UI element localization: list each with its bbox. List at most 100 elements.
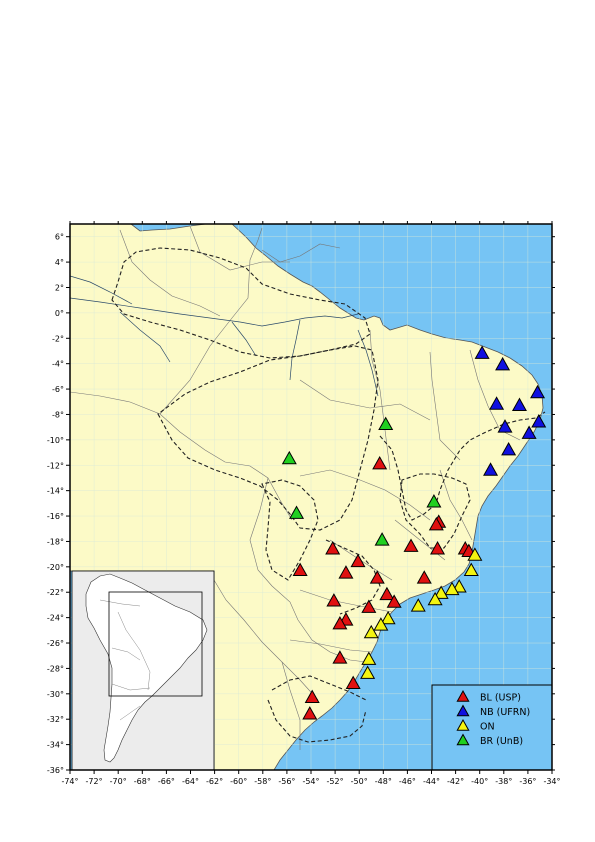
y-tick-label: -36° [47,766,64,775]
station-triangle [467,547,483,561]
y-tick-label: -14° [47,487,64,496]
craton-boundary [111,247,371,359]
y-tick-label: -12° [47,461,64,470]
border-line [439,469,473,541]
y-tick-label: -10° [47,436,64,445]
station-triangle [530,384,546,399]
station-triangle [426,494,442,508]
legend-label: NB (UFRN) [480,707,530,718]
craton-boundary [379,411,546,521]
border-line [289,639,373,653]
inset-study-area-box [108,591,203,697]
station-triangle [281,450,297,465]
craton-boundary [267,699,367,743]
legend-symbol [456,733,470,746]
station-triangle [289,505,305,519]
x-tick-label: -70° [110,777,127,786]
x-tick-label: -54° [302,777,319,786]
x-tick-label: -36° [519,777,536,786]
border-line [299,589,393,613]
x-tick-label: -52° [327,777,344,786]
station-triangle [386,594,402,608]
station-triangle [483,462,499,476]
craton-boundary [261,479,319,581]
station-triangle [403,538,419,552]
y-tick-label: 4° [55,258,64,267]
x-tick-label: -50° [351,777,368,786]
station-triangle [361,651,377,665]
x-tick-label: -34° [543,777,560,786]
station-triangle [378,416,394,431]
longitude-labels: -74° -72° -70° -68° -66° -64° -62° -60° -58° -56°… [61,777,560,786]
station-triangle [531,414,547,428]
legend-symbol [456,689,470,702]
station-triangle [495,356,511,371]
station-triangle [380,610,396,625]
station-triangle [292,562,308,577]
border-line [469,349,521,441]
y-tick-label: -30° [47,690,64,699]
x-tick-label: -72° [86,777,103,786]
x-tick-label: -58° [254,777,271,786]
y-tick-label: -6° [52,385,64,394]
y-tick-label: -24° [47,614,64,623]
craton-boundary [157,345,379,531]
station-triangle [338,565,354,579]
x-tick-label: -56° [278,777,295,786]
x-tick-label: -68° [134,777,151,786]
station-triangle [433,585,449,599]
y-tick-label: -18° [47,537,64,546]
station-triangle [463,562,479,577]
y-tick-label: -2° [52,334,64,343]
legend-box [431,684,553,771]
y-tick-label: 0° [55,309,64,318]
axis-ticks [66,221,555,774]
station-triangle [379,586,395,601]
station-triangle [363,624,379,639]
station-triangle [427,591,443,606]
river-line [70,297,359,327]
station-triangle [511,397,527,411]
border-line [70,391,293,521]
station-triangle [444,581,460,596]
station-triangle [326,593,342,607]
station-triangle [521,425,537,439]
border-line [261,243,341,263]
river-line [119,311,171,363]
border-line [249,477,299,621]
inset-south-america [85,573,208,763]
x-tick-label: -64° [182,777,199,786]
river-line [231,321,257,357]
border-line [159,227,263,415]
legend-items: BL (USP) NB (UFRN) ON BR (UnB) [456,689,530,747]
craton-outlines [111,247,546,743]
border-line [213,579,319,701]
station-triangle [361,599,377,613]
station-triangle [410,598,426,612]
latitude-labels: 6° 4° 2° 0° -2° -4° -6° -8° -10° -12° -14° -16° -18°… [47,233,64,775]
x-tick-label: -46° [399,777,416,786]
river-line [70,275,133,305]
station-triangle [373,617,389,631]
border-line [299,379,431,421]
y-tick-label: -16° [47,512,64,521]
y-tick-label: -20° [47,563,64,572]
x-tick-label: -74° [61,777,78,786]
inset-borders [99,599,151,721]
x-tick-label: -38° [495,777,512,786]
x-tick-label: -62° [206,777,223,786]
station-triangle [304,689,320,704]
craton-boundary [399,473,471,549]
x-tick-label: -66° [158,777,175,786]
river-line [289,319,301,381]
craton-boundary [271,675,367,701]
x-tick-label: -40° [471,777,488,786]
border-line [429,351,461,461]
border-line [189,225,290,271]
y-tick-label: -34° [47,741,64,750]
station-triangle [302,706,318,720]
y-tick-label: 2° [55,283,64,292]
inset-map [71,570,215,771]
legend-symbol [456,718,470,731]
station-triangle [325,541,341,555]
